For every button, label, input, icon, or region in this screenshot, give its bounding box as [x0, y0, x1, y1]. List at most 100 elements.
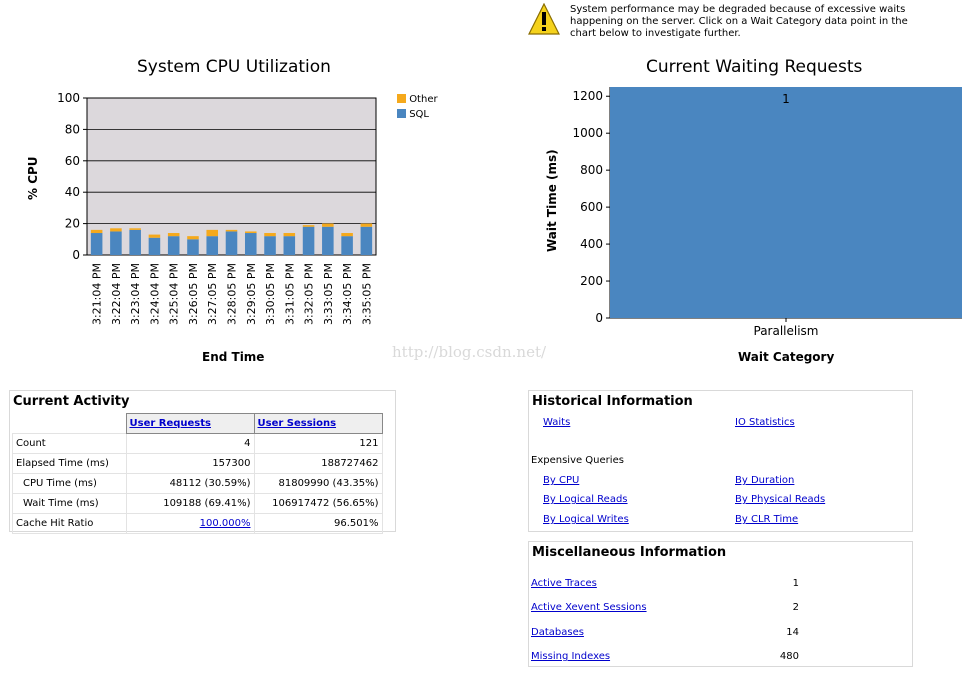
table-row: Wait Time (ms) 109188 (69.41%) 106917472… — [12, 493, 383, 514]
cpu-utilization-chart: 0 20 40 60 80 100 3:21:04 PM 3:22:04 PM 3:23:04 … — [57, 91, 377, 325]
table-row: CPU Time (ms) 48112 (30.59%) 81809990 (4… — [12, 473, 383, 494]
x-tick-label: 3:25:04 PM — [168, 263, 181, 325]
active-xevent-sessions-value: 2 — [792, 602, 799, 613]
active-traces-value: 1 — [792, 578, 799, 589]
legend-label-sql: SQL — [409, 109, 429, 120]
x-tick-label: 3:31:05 PM — [283, 263, 296, 325]
bar-other — [225, 229, 238, 232]
current-activity-panel: Current Activity User Requests User Sess… — [9, 390, 396, 534]
by-logical-writes-link[interactable]: By Logical Writes — [543, 514, 629, 525]
bar-other — [187, 236, 199, 240]
x-tick-label: 3:35:05 PM — [360, 263, 373, 325]
active-traces-link[interactable]: Active Traces — [531, 578, 597, 589]
row-label: Cache Hit Ratio — [12, 513, 127, 534]
user-requests-header[interactable]: User Requests — [125, 413, 255, 434]
bar-parallelism[interactable] — [610, 87, 962, 318]
bar-other — [322, 223, 334, 227]
cpu-chart-legend: Other SQL — [397, 94, 438, 124]
x-tick-label: 3:24:04 PM — [148, 263, 161, 325]
by-duration-link[interactable]: By Duration — [735, 475, 795, 486]
user-sessions-link[interactable]: User Sessions — [257, 418, 337, 429]
bar-sql — [110, 231, 122, 255]
historical-information-panel: Historical Information Waits IO Statisti… — [528, 390, 913, 532]
user-sessions-header[interactable]: User Sessions — [253, 413, 383, 434]
io-statistics-link[interactable]: IO Statistics — [735, 417, 795, 428]
by-logical-reads-link[interactable]: By Logical Reads — [543, 494, 628, 505]
bar-other — [148, 234, 161, 238]
x-tick-label: 3:34:05 PM — [341, 263, 354, 325]
bar-other — [360, 223, 373, 227]
requests-value: 100.000% — [125, 513, 255, 534]
y-tick-label: 0 — [595, 311, 603, 325]
sessions-value: 96.501% — [253, 513, 383, 534]
warning-message: System performance may be degraded becau… — [570, 4, 908, 39]
wait-chart-xlabel: Wait Category — [738, 350, 835, 364]
y-tick-label: 200 — [580, 274, 603, 288]
performance-warning: System performance may be degraded becau… — [528, 3, 968, 45]
cpu-chart-xlabel: End Time — [202, 350, 265, 364]
table-header-row: User Requests User Sessions — [13, 413, 383, 434]
bar-sql — [148, 237, 161, 255]
legend-label-other: Other — [409, 94, 438, 105]
by-physical-reads-link[interactable]: By Physical Reads — [735, 494, 826, 505]
by-clr-time-link[interactable]: By CLR Time — [735, 514, 799, 525]
bar-sql — [302, 226, 315, 255]
legend-swatch-other — [397, 94, 406, 103]
x-tick-label: 3:28:05 PM — [226, 263, 239, 325]
x-tick-label: 3:22:04 PM — [110, 263, 123, 325]
user-requests-link[interactable]: User Requests — [129, 418, 212, 429]
bar-other — [244, 231, 257, 234]
bar-sql — [360, 226, 373, 255]
bar-other — [283, 233, 296, 237]
waiting-requests-chart[interactable]: 0 200 400 600 800 1000 1200 1 Parallelism — [540, 75, 970, 345]
bar-sql — [322, 226, 334, 255]
x-tick-label: 3:27:05 PM — [206, 263, 219, 325]
watermark: http://blog.csdn.net/ — [392, 343, 547, 361]
requests-value: 109188 (69.41%) — [125, 493, 255, 514]
y-tick-label: 1200 — [572, 89, 603, 103]
row-label: CPU Time (ms) — [12, 473, 127, 494]
row-label: Count — [12, 433, 127, 454]
table-row: Count 4 121 — [12, 433, 383, 454]
sessions-value: 106917472 (56.65%) — [253, 493, 383, 514]
bar-other — [167, 233, 180, 237]
legend-swatch-sql — [397, 109, 406, 118]
bar-other — [206, 229, 219, 237]
by-cpu-link[interactable]: By CPU — [543, 475, 580, 486]
y-tick-label: 1000 — [572, 126, 603, 140]
x-tick-label: 3:32:05 PM — [303, 263, 316, 325]
x-tick-label: 3:21:04 PM — [91, 263, 104, 325]
current-activity-table: User Requests User Sessions Count 4 121 … — [12, 413, 383, 534]
y-tick-label: 100 — [57, 91, 80, 105]
active-xevent-sessions-link[interactable]: Active Xevent Sessions — [531, 602, 647, 613]
x-tick-label: 3:30:05 PM — [264, 263, 277, 325]
data-label: 1 — [782, 92, 790, 106]
missing-indexes-link[interactable]: Missing Indexes — [531, 651, 611, 662]
expensive-queries-label: Expensive Queries — [531, 455, 624, 466]
legend-item-sql: SQL — [397, 109, 438, 124]
y-tick-label: 800 — [580, 163, 603, 177]
waits-link[interactable]: Waits — [543, 417, 571, 428]
x-tick-label: 3:29:05 PM — [245, 263, 258, 325]
bar-sql — [264, 236, 276, 255]
databases-link[interactable]: Databases — [531, 627, 584, 638]
sessions-value: 121 — [253, 433, 383, 454]
y-tick-label: 400 — [580, 237, 603, 251]
x-tick-label: 3:23:04 PM — [129, 263, 142, 325]
x-tick-label: Parallelism — [754, 324, 819, 338]
bar-sql — [341, 236, 353, 255]
bar-other — [90, 229, 103, 234]
bar-sql — [244, 233, 257, 255]
sessions-value: 188727462 — [253, 453, 383, 474]
bar-other — [264, 233, 276, 237]
y-tick-label: 80 — [65, 122, 80, 136]
table-row: Cache Hit Ratio 100.000% 96.501% — [12, 513, 383, 534]
bar-sql — [206, 236, 219, 255]
bar-other — [129, 228, 141, 230]
cache-hit-ratio-link[interactable]: 100.000% — [199, 518, 251, 529]
bar-sql — [283, 236, 296, 255]
wait-chart-title: Current Waiting Requests — [646, 57, 863, 77]
table-row: Elapsed Time (ms) 157300 188727462 — [12, 453, 383, 474]
y-tick-label: 60 — [65, 154, 80, 168]
miscellaneous-information-title: Miscellaneous Information — [532, 545, 727, 560]
